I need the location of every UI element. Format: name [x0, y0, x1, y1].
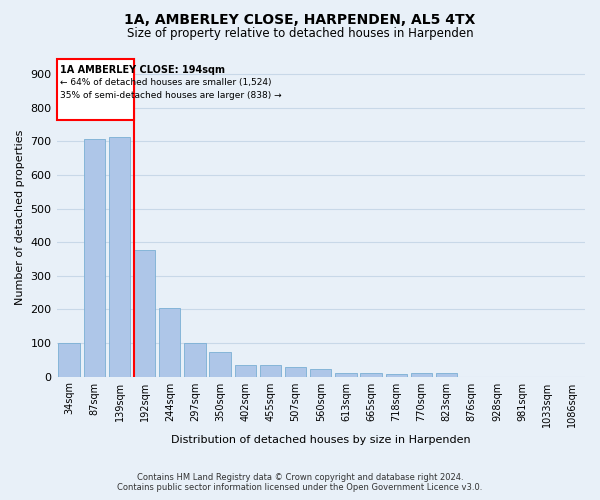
- Bar: [235, 365, 256, 376]
- Text: 1A AMBERLEY CLOSE: 194sqm: 1A AMBERLEY CLOSE: 194sqm: [61, 66, 226, 76]
- Bar: [310, 369, 331, 376]
- Bar: [260, 365, 281, 376]
- Bar: [134, 250, 155, 376]
- Bar: [411, 373, 432, 376]
- Text: 1A, AMBERLEY CLOSE, HARPENDEN, AL5 4TX: 1A, AMBERLEY CLOSE, HARPENDEN, AL5 4TX: [124, 12, 476, 26]
- Bar: [361, 373, 382, 376]
- Bar: [209, 352, 231, 376]
- Bar: [83, 139, 105, 376]
- X-axis label: Distribution of detached houses by size in Harpenden: Distribution of detached houses by size …: [171, 435, 470, 445]
- Y-axis label: Number of detached properties: Number of detached properties: [15, 130, 25, 304]
- Bar: [109, 137, 130, 376]
- Text: 35% of semi-detached houses are larger (838) →: 35% of semi-detached houses are larger (…: [61, 90, 282, 100]
- FancyBboxPatch shape: [56, 59, 134, 120]
- Bar: [184, 343, 206, 376]
- Text: ← 64% of detached houses are smaller (1,524): ← 64% of detached houses are smaller (1,…: [61, 78, 272, 87]
- Text: Size of property relative to detached houses in Harpenden: Size of property relative to detached ho…: [127, 28, 473, 40]
- Bar: [159, 308, 181, 376]
- Bar: [436, 373, 457, 376]
- Bar: [285, 368, 307, 376]
- Bar: [386, 374, 407, 376]
- Bar: [58, 343, 80, 376]
- Text: Contains HM Land Registry data © Crown copyright and database right 2024.
Contai: Contains HM Land Registry data © Crown c…: [118, 473, 482, 492]
- Bar: [335, 373, 356, 376]
